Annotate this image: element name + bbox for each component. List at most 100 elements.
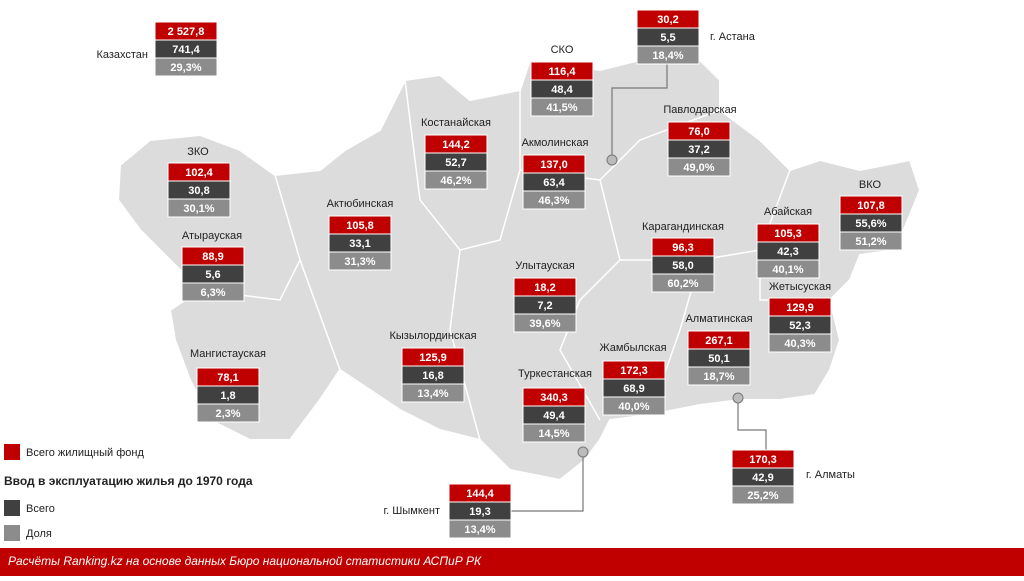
value-cell bbox=[839, 231, 903, 251]
region-share: 2,3% bbox=[215, 408, 240, 420]
region-share: 18,7% bbox=[703, 371, 734, 383]
region-total: 88,9 bbox=[202, 251, 223, 263]
region-share: 18,4% bbox=[652, 50, 683, 62]
region-total: 105,8 bbox=[346, 220, 374, 232]
value-cell bbox=[756, 259, 820, 279]
value-cell bbox=[731, 485, 795, 505]
legend-old: Всего bbox=[26, 503, 55, 515]
region-total: 18,2 bbox=[534, 282, 555, 294]
connectors bbox=[511, 63, 767, 512]
region-share: 25,2% bbox=[747, 490, 778, 502]
region-share: 14,5% bbox=[538, 428, 569, 440]
region-total: 96,3 bbox=[672, 242, 693, 254]
value-cell bbox=[602, 396, 666, 416]
region-name: г. Алматы bbox=[806, 469, 855, 481]
region-old: 50,1 bbox=[708, 353, 729, 365]
region-share: 13,4% bbox=[417, 388, 448, 400]
region-share: 41,5% bbox=[546, 102, 577, 114]
region-total: 170,3 bbox=[749, 454, 777, 466]
region-total: 267,1 bbox=[705, 335, 733, 347]
region-total: 30,2 bbox=[657, 14, 678, 26]
region-old: 52,3 bbox=[789, 320, 810, 332]
region-total: 129,9 bbox=[786, 302, 814, 314]
value-cell bbox=[513, 313, 577, 333]
region-old: 63,4 bbox=[543, 177, 565, 189]
region-old: 30,8 bbox=[188, 185, 209, 197]
connector-dots bbox=[577, 154, 744, 458]
region-name: Улытауская bbox=[515, 260, 575, 272]
region-total: 125,9 bbox=[419, 352, 447, 364]
region-share: 49,0% bbox=[683, 162, 714, 174]
region-total: 116,4 bbox=[549, 66, 577, 78]
region-share: 13,4% bbox=[464, 524, 495, 536]
region-old: 33,1 bbox=[349, 238, 370, 250]
footer-bar bbox=[0, 548, 1024, 576]
region-total: 144,4 bbox=[466, 488, 494, 500]
region-share: 40,3% bbox=[784, 338, 815, 350]
region-name: Атырауская bbox=[182, 230, 242, 242]
region-share: 30,1% bbox=[183, 203, 214, 215]
region-name: Карагандинская bbox=[642, 221, 724, 233]
region-name: ВКО bbox=[859, 179, 882, 191]
region-share: 39,6% bbox=[529, 318, 560, 330]
region-name: Кызылординская bbox=[389, 330, 476, 342]
region-old: 16,8 bbox=[422, 370, 443, 382]
value-cell bbox=[167, 198, 231, 218]
region-total: 76,0 bbox=[688, 126, 709, 138]
region-total: 2 527,8 bbox=[168, 26, 205, 38]
value-cell bbox=[196, 403, 260, 423]
value-cell bbox=[181, 282, 245, 302]
region-old: 19,3 bbox=[469, 506, 490, 518]
value-cell bbox=[401, 383, 465, 403]
region-name: Костанайская bbox=[421, 117, 491, 129]
region-name: Павлодарская bbox=[663, 104, 736, 116]
region-share: 40,1% bbox=[772, 264, 803, 276]
region-old: 48,4 bbox=[551, 84, 573, 96]
legend-total: Всего жилищный фонд bbox=[26, 447, 144, 459]
region-name: Казахстан bbox=[96, 49, 148, 61]
region-old: 55,6% bbox=[855, 218, 886, 230]
region-share: 6,3% bbox=[200, 287, 225, 299]
region-old: 37,2 bbox=[688, 144, 709, 156]
value-cell bbox=[154, 57, 218, 77]
region-name: Мангистауская bbox=[190, 348, 266, 360]
value-cell bbox=[530, 97, 594, 117]
region-name: Туркестанская bbox=[518, 368, 592, 380]
value-cell bbox=[424, 170, 488, 190]
region-old: 1,8 bbox=[220, 390, 235, 402]
region-old: 52,7 bbox=[445, 157, 466, 169]
legend-swatch-total bbox=[4, 444, 20, 460]
value-cell bbox=[522, 190, 586, 210]
region-name: Алматинская bbox=[685, 313, 752, 325]
region-old: 42,9 bbox=[752, 472, 773, 484]
value-cell bbox=[687, 366, 751, 386]
value-cell bbox=[667, 157, 731, 177]
legend-share: Доля bbox=[26, 528, 52, 540]
region-name: ЗКО bbox=[187, 146, 209, 158]
footer-text: Расчёты Ranking.kz на основе данных Бюро… bbox=[8, 554, 482, 568]
value-cell bbox=[522, 423, 586, 443]
region-total: 144,2 bbox=[442, 139, 470, 151]
region-share: 46,2% bbox=[440, 175, 471, 187]
legend-heading: Ввод в эксплуатацию жилья до 1970 года bbox=[4, 474, 253, 488]
region-total: 340,3 bbox=[540, 392, 568, 404]
region-old: 42,3 bbox=[777, 246, 798, 258]
region-share: 46,3% bbox=[538, 195, 569, 207]
value-cell bbox=[448, 519, 512, 539]
region-name: Акмолинская bbox=[522, 137, 589, 149]
region-total: 102,4 bbox=[185, 167, 213, 179]
region-total: 107,8 bbox=[857, 200, 885, 212]
region-old: 741,4 bbox=[172, 44, 200, 56]
region-share: 40,0% bbox=[618, 401, 649, 413]
region-old: 5,5 bbox=[660, 32, 675, 44]
region-share: 60,2% bbox=[667, 278, 698, 290]
region-old: 5,6 bbox=[205, 269, 220, 281]
region-name: Абайская bbox=[764, 206, 812, 218]
region-old: 58,0 bbox=[672, 260, 693, 272]
region-name: Жамбылская bbox=[599, 342, 666, 354]
value-cell bbox=[768, 333, 832, 353]
region-old: 68,9 bbox=[623, 383, 644, 395]
region-share: 51,2% bbox=[855, 236, 886, 248]
region-name: СКО bbox=[551, 44, 574, 56]
